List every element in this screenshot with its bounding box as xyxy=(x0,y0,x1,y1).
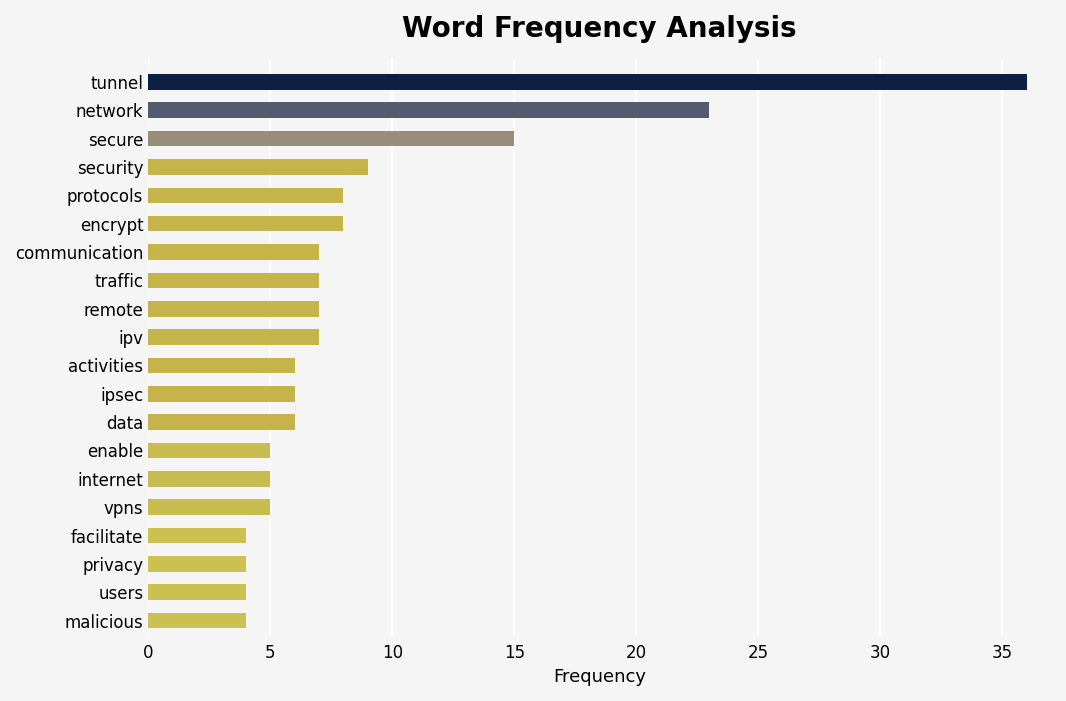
Bar xyxy=(148,244,319,260)
Bar xyxy=(148,358,294,373)
Bar xyxy=(148,556,246,571)
Bar xyxy=(148,188,343,203)
Bar xyxy=(148,329,319,345)
Bar xyxy=(148,216,343,231)
Bar xyxy=(148,74,1027,90)
Bar xyxy=(148,613,246,628)
Bar xyxy=(148,471,271,486)
Bar xyxy=(148,499,271,515)
Bar xyxy=(148,528,246,543)
X-axis label: Frequency: Frequency xyxy=(553,668,646,686)
Bar xyxy=(148,301,319,317)
Bar xyxy=(148,414,294,430)
Bar xyxy=(148,273,319,288)
Bar xyxy=(148,386,294,402)
Bar xyxy=(148,102,709,118)
Title: Word Frequency Analysis: Word Frequency Analysis xyxy=(402,15,797,43)
Bar xyxy=(148,585,246,600)
Bar xyxy=(148,131,514,147)
Bar xyxy=(148,442,271,458)
Bar xyxy=(148,159,368,175)
